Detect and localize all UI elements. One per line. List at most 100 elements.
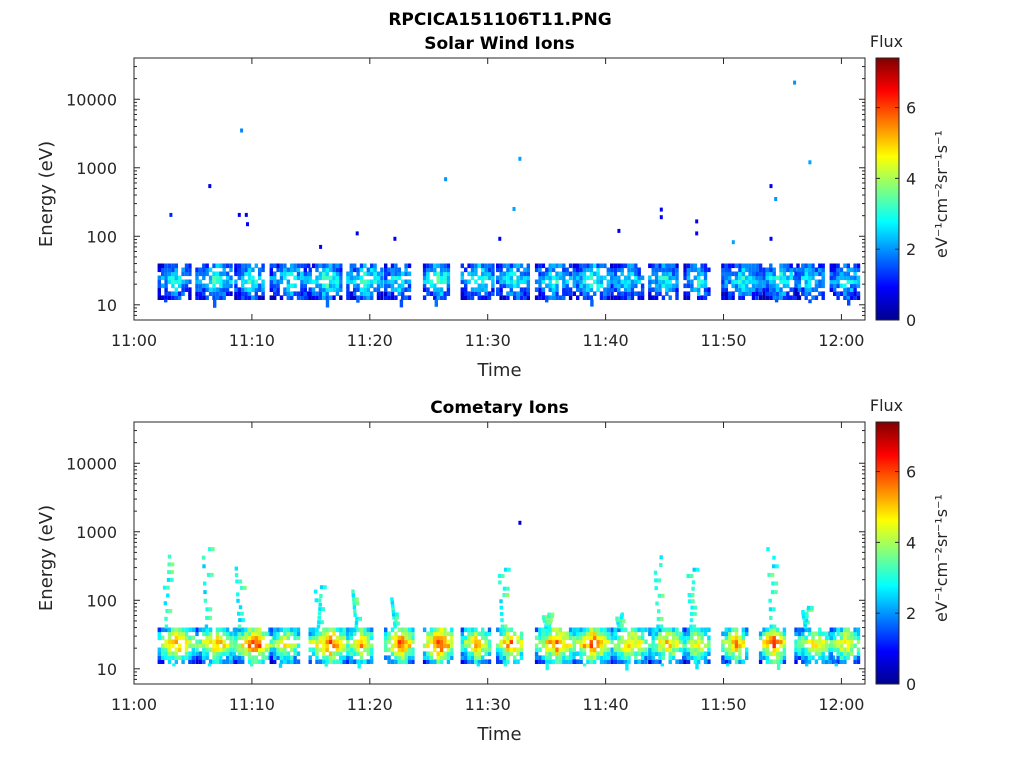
heatmap-cell — [247, 655, 252, 660]
heatmap-cell — [814, 639, 819, 645]
heatmap-cell — [728, 647, 732, 653]
heatmap-cell — [637, 651, 641, 656]
heatmap-cell — [450, 635, 454, 641]
heatmap-cell — [247, 627, 252, 633]
heatmap-cell — [775, 647, 780, 653]
heatmap-cell — [661, 647, 666, 653]
heatmap-cell — [235, 579, 239, 584]
heatmap-cell — [654, 643, 659, 649]
heatmap-cell — [318, 647, 323, 653]
heatmap-cell — [630, 263, 635, 269]
heatmap-cell — [644, 659, 648, 664]
heatmap-cell — [509, 287, 513, 292]
heatmap-cell — [205, 287, 209, 292]
heatmap-cell — [734, 287, 739, 292]
heatmap-cell — [678, 631, 683, 637]
heatmap-cell — [814, 283, 819, 289]
heatmap-cell — [572, 635, 576, 641]
heatmap-cell — [202, 291, 206, 296]
heatmap-cell — [555, 275, 559, 281]
heatmap-cell — [496, 627, 500, 633]
heatmap-cell — [353, 275, 357, 281]
heatmap-cell — [506, 643, 510, 649]
heatmap-cell — [407, 263, 412, 269]
heatmap-cell — [487, 291, 492, 296]
heatmap-cell — [833, 287, 837, 292]
figure-title: RPCICA151106T11.PNG — [388, 10, 611, 30]
heatmap-cell — [801, 291, 805, 296]
heatmap-cell — [499, 599, 503, 604]
heatmap-cell — [332, 267, 336, 273]
heatmap-cell — [599, 279, 604, 285]
heatmap-cell — [541, 295, 546, 300]
heatmap-cell — [346, 627, 350, 633]
heatmap-cell — [496, 263, 500, 269]
heatmap-cell — [325, 627, 329, 633]
heatmap-cell — [171, 295, 175, 300]
heatmap-cell — [335, 643, 340, 649]
heatmap-cell — [332, 655, 336, 660]
heatmap-cell — [675, 659, 679, 664]
heatmap-cell — [738, 651, 742, 656]
heatmap-cell — [856, 659, 861, 664]
heatmap-cell — [436, 271, 440, 277]
heatmap-cell — [225, 283, 230, 289]
heatmap-cell — [776, 663, 781, 670]
heatmap-cell — [748, 271, 752, 277]
x-tick-label: 11:30 — [465, 331, 511, 350]
heatmap-cell — [404, 651, 408, 656]
heatmap-cell — [293, 263, 297, 269]
heatmap-cell — [821, 291, 825, 296]
heatmap-cell — [307, 263, 311, 269]
heatmap-cell — [741, 275, 745, 281]
heatmap-cell — [290, 627, 294, 633]
heatmap-cell — [167, 639, 172, 645]
heatmap-cell — [586, 283, 590, 289]
heatmap-cell — [807, 287, 812, 292]
heatmap-cell — [548, 659, 552, 664]
heatmap-cell — [589, 659, 593, 664]
heatmap-cell — [474, 291, 478, 296]
heatmap-cell — [821, 283, 825, 289]
heatmap-cell — [204, 624, 209, 629]
heatmap-cell — [239, 585, 244, 590]
heatmap-cell — [551, 643, 556, 649]
heatmap-cell — [745, 627, 749, 633]
heatmap-cell — [648, 295, 652, 300]
data-point — [769, 184, 773, 189]
heatmap-cell — [548, 651, 552, 656]
heatmap-cell — [843, 635, 847, 641]
heatmap-cell — [721, 631, 725, 637]
heatmap-cell — [370, 271, 374, 277]
heatmap-cell — [499, 631, 503, 637]
heatmap-cell — [606, 271, 610, 277]
heatmap-cell — [366, 659, 370, 664]
heatmap-cell — [610, 627, 614, 633]
heatmap-cell — [686, 263, 691, 269]
heatmap-cell — [683, 627, 687, 633]
heatmap-cell — [467, 271, 471, 277]
heatmap-cell — [303, 275, 307, 281]
heatmap-cell — [555, 631, 559, 637]
heatmap-cell — [426, 651, 430, 656]
heatmap-cell — [648, 263, 652, 269]
heatmap-cell — [769, 615, 773, 620]
heatmap-cell — [627, 263, 631, 269]
heatmap-cell — [724, 647, 728, 653]
heatmap-cell — [801, 639, 805, 645]
heatmap-cell — [659, 563, 663, 567]
heatmap-cell — [545, 627, 549, 633]
heatmap-cell — [651, 643, 655, 649]
heatmap-cell — [762, 275, 766, 281]
heatmap-cell — [355, 597, 359, 602]
heatmap-cell — [846, 295, 850, 300]
heatmap-cell — [181, 283, 185, 289]
heatmap-cell — [691, 580, 696, 585]
heatmap-cell — [293, 647, 297, 653]
heatmap-cell — [700, 279, 704, 285]
heatmap-cell — [254, 287, 258, 292]
heatmap-cell — [384, 267, 388, 273]
heatmap-cell — [359, 267, 364, 273]
heatmap-cell — [506, 267, 510, 273]
heatmap-cell — [661, 283, 666, 289]
